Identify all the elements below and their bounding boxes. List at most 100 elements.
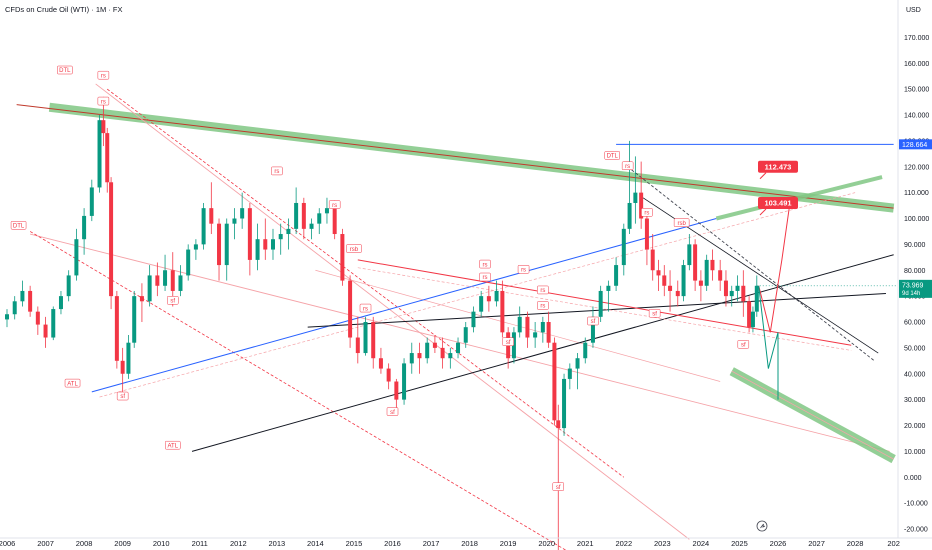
price-badges: 112.473 103.491 128.664 73.969 9d 14h <box>758 139 932 298</box>
candle <box>639 161 644 229</box>
y-tick-label: 20.000 <box>904 423 926 430</box>
candle <box>500 280 505 338</box>
candle <box>114 290 119 369</box>
annotation-label: DTL <box>604 151 620 160</box>
candle <box>606 280 611 312</box>
chart-title: CFDs on Crude Oil (WTI) · 1M · FX <box>5 5 123 14</box>
y-tick-label: -20.000 <box>904 527 928 534</box>
candle <box>270 228 275 260</box>
annotation-label: rs <box>97 96 110 106</box>
candle <box>240 192 245 229</box>
annotation-label: sf <box>648 308 661 318</box>
annotation-label: rs <box>621 161 634 170</box>
candle <box>263 218 268 260</box>
svg-text:sf: sf <box>390 410 395 416</box>
candle <box>301 197 306 240</box>
svg-text:rs: rs <box>332 203 337 209</box>
channel-lower-dash <box>29 231 567 550</box>
candle <box>425 337 430 364</box>
candle <box>729 285 734 307</box>
svg-text:rs: rs <box>540 288 545 294</box>
candle <box>479 290 484 317</box>
candle <box>668 270 673 312</box>
candle <box>286 218 291 250</box>
candle <box>294 187 299 235</box>
candle <box>386 363 391 390</box>
candle <box>432 334 437 354</box>
y-tick-label: -10.000 <box>904 501 928 508</box>
candle <box>644 213 649 266</box>
svg-text:128.664: 128.664 <box>902 142 927 149</box>
candle <box>371 316 376 369</box>
x-tick-label: 2009 <box>114 539 131 548</box>
x-tick-label: 2014 <box>307 539 324 548</box>
annotation-label: rs <box>537 301 549 310</box>
x-tick-label: 2010 <box>153 539 170 548</box>
x-tick-label: 2020 <box>538 539 555 548</box>
major-downtrend-line <box>16 104 894 209</box>
y-tick-label: 80.000 <box>904 268 926 275</box>
candle <box>278 223 283 255</box>
blue-uptrend-line <box>91 218 717 393</box>
svg-text:sf: sf <box>556 485 561 491</box>
candle <box>58 290 63 315</box>
x-tick-label: 2022 <box>615 539 632 548</box>
candle <box>662 265 667 297</box>
x-axis[interactable]: 2006 2007 2008 2009 2010 2011 2012 2013 2014 2015… <box>0 537 932 548</box>
candle <box>201 202 206 250</box>
annotation-label: sf <box>386 407 399 416</box>
candle <box>747 296 752 333</box>
y-tick-label: 110.000 <box>904 190 929 197</box>
candle <box>750 306 755 333</box>
annotation-label: rsb <box>346 244 362 253</box>
green-target-band <box>715 175 883 221</box>
x-tick-label: 2012 <box>230 539 247 548</box>
candle <box>5 309 9 328</box>
candle <box>217 218 222 281</box>
x-tick-label: 2013 <box>269 539 286 548</box>
candle <box>517 306 522 338</box>
grey-downtrend-dash <box>627 166 875 362</box>
svg-text:rsb: rsb <box>350 247 359 253</box>
candle <box>355 316 360 364</box>
candle <box>340 228 345 286</box>
black-neckline <box>307 293 886 328</box>
annotation-label: rsb <box>673 218 690 227</box>
candle <box>255 223 260 271</box>
candle <box>675 280 680 307</box>
candle <box>394 378 399 410</box>
candle <box>409 342 414 374</box>
annotation-label: rs <box>537 285 549 295</box>
svg-text:9d 14h: 9d 14h <box>902 291 920 297</box>
candle <box>693 239 698 291</box>
candle <box>120 347 125 392</box>
y-axis[interactable]: USD170.000160.000150.000140.000130.00012… <box>897 0 932 550</box>
annotation-label: rs <box>359 303 372 313</box>
drawings-front <box>758 205 791 400</box>
annotation-label: DTL <box>57 65 73 75</box>
bull-projection-path <box>758 205 791 333</box>
svg-text:sf: sf <box>170 299 175 305</box>
svg-text:sf: sf <box>741 342 746 348</box>
replay-icon[interactable] <box>756 520 768 532</box>
candle <box>486 285 491 312</box>
svg-text:rs: rs <box>483 262 488 268</box>
y-tick-label: 140.000 <box>904 113 929 120</box>
candle <box>28 285 33 317</box>
candle <box>51 306 56 341</box>
x-tick-label: 2028 <box>847 539 864 548</box>
x-tick-label: 2021 <box>577 539 594 548</box>
candle <box>741 270 746 317</box>
candle <box>650 234 655 281</box>
candle <box>710 249 715 281</box>
x-tick-label: 2023 <box>654 539 671 548</box>
candle <box>363 316 368 356</box>
annotation-label: rs <box>479 272 491 282</box>
candle <box>567 363 572 390</box>
y-tick-label: 0.000 <box>904 475 922 482</box>
candle <box>463 322 468 348</box>
svg-text:rs: rs <box>483 275 488 281</box>
svg-text:rsb: rsb <box>677 221 686 227</box>
